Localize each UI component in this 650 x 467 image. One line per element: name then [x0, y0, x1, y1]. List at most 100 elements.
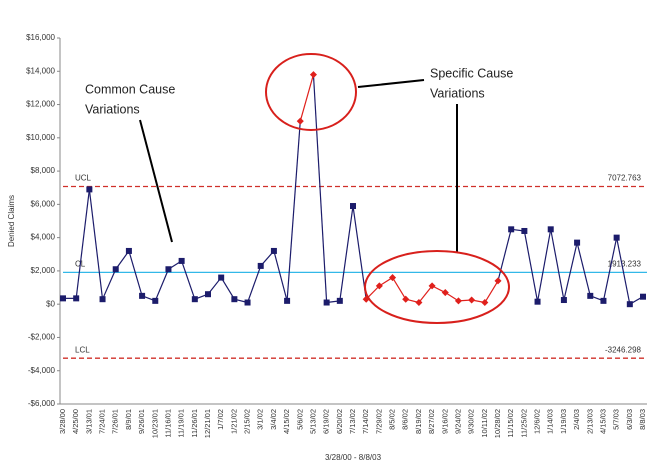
x-tick-label: 5/6/02	[295, 409, 304, 430]
x-tick-label: 7/13/02	[348, 409, 357, 434]
point	[350, 203, 356, 210]
x-tick-label: 5/13/02	[308, 409, 317, 434]
point	[112, 266, 119, 273]
highlight-ellipse	[265, 53, 357, 131]
annotation: Variations	[430, 86, 485, 100]
line-segment	[602, 237, 618, 301]
y-tick-label: $14,000	[26, 66, 55, 75]
point	[574, 239, 581, 246]
x-tick-label: 7/14/02	[361, 409, 370, 434]
pointer	[139, 119, 173, 243]
x-tick-label: 12/6/02	[533, 409, 542, 434]
y-tick-label: -$2,000	[28, 333, 56, 342]
line-segment	[484, 280, 499, 303]
x-tick-label: 11/16/01	[163, 409, 172, 438]
line-segment	[246, 265, 262, 303]
x-tick-label: 8/6/02	[401, 409, 410, 430]
callouts	[139, 53, 510, 324]
point	[402, 295, 410, 303]
x-tick-label: 2/13/03	[585, 409, 594, 434]
x-tick-label: 2/4/03	[572, 409, 581, 430]
control-line-name: LCL	[75, 345, 90, 354]
x-tick-label: 8/5/02	[388, 409, 397, 430]
x-tick-label: 8/19/02	[414, 409, 423, 434]
line-segment	[128, 250, 143, 297]
point	[626, 301, 633, 308]
line-segment	[497, 229, 512, 282]
x-tick-label: 7/26/01	[111, 409, 120, 434]
y-tick-label: $2,000	[31, 266, 56, 275]
x-tick-label: 12/21/01	[203, 409, 212, 438]
point	[560, 297, 567, 304]
point	[521, 227, 528, 234]
point	[428, 282, 436, 290]
y-tick-label: $6,000	[31, 199, 56, 208]
line-segment	[563, 242, 578, 301]
x-tick-label: 7/29/02	[374, 409, 383, 434]
line-segment	[392, 277, 407, 300]
x-tick-label: 3/4/02	[269, 409, 278, 430]
x-tick-label: 11/26/01	[190, 409, 199, 438]
line-segment	[88, 189, 104, 300]
x-tick-label: 10/23/01	[150, 409, 159, 438]
line-segment	[576, 242, 591, 297]
point	[152, 297, 159, 304]
x-tick-label: 3/1/02	[256, 409, 265, 430]
line-segment	[536, 229, 552, 302]
point	[415, 298, 423, 307]
line-segment	[75, 189, 90, 299]
x-tick-label: 1/19/03	[559, 409, 568, 434]
x-tick-label: 11/15/02	[506, 409, 515, 438]
point	[231, 296, 238, 303]
point	[336, 297, 343, 304]
y-tick-label: -$6,000	[28, 399, 56, 408]
x-tick-label: 4/15/02	[282, 409, 291, 434]
line-segment	[220, 277, 235, 300]
x-tick-label: 8/27/02	[427, 409, 436, 434]
point	[454, 297, 462, 305]
line-segment	[352, 205, 367, 300]
x-tick-label: 9/16/02	[440, 409, 449, 434]
point	[613, 234, 620, 241]
line-segment	[379, 277, 393, 287]
x-tick-label: 8/9/01	[124, 409, 133, 430]
x-tick-label: 1/21/02	[229, 409, 238, 434]
x-tick-label: 6/19/02	[322, 409, 331, 434]
point	[323, 299, 330, 306]
point	[60, 295, 66, 302]
highlight-ellipse	[364, 250, 510, 324]
point	[309, 71, 317, 79]
point	[244, 299, 251, 306]
y-tick-label: $10,000	[26, 133, 55, 142]
point	[600, 297, 607, 304]
point	[640, 293, 646, 300]
line-segment	[181, 260, 196, 300]
line-segment	[444, 292, 459, 302]
x-tick-label: 3/13/01	[84, 409, 93, 434]
point	[257, 262, 264, 269]
x-tick-label: 1/14/03	[546, 409, 555, 434]
line-segment	[286, 121, 301, 301]
x-tick-label: 6/20/02	[335, 409, 344, 434]
x-tick-label: 11/25/02	[519, 409, 528, 438]
point	[547, 226, 554, 233]
x-tick-label: 4/15/03	[598, 409, 607, 434]
point	[165, 266, 172, 273]
line-segment	[523, 230, 539, 302]
x-tick-label: 4/25/00	[71, 409, 80, 434]
pointer	[357, 79, 425, 88]
point	[441, 289, 449, 297]
point	[125, 247, 132, 254]
annotation: Common Cause	[85, 82, 175, 96]
point	[99, 296, 106, 303]
x-tick-label: 7/24/01	[98, 409, 107, 434]
point	[296, 117, 304, 125]
line-segment	[115, 250, 130, 270]
annotation: Variations	[85, 102, 140, 116]
point	[218, 274, 225, 281]
x-tick-label: 6/3/03	[625, 409, 634, 430]
x-tick-label: 3/28/00	[58, 409, 67, 434]
x-tick-label: 2/15/02	[243, 409, 252, 434]
point	[375, 282, 383, 290]
point	[178, 257, 185, 264]
